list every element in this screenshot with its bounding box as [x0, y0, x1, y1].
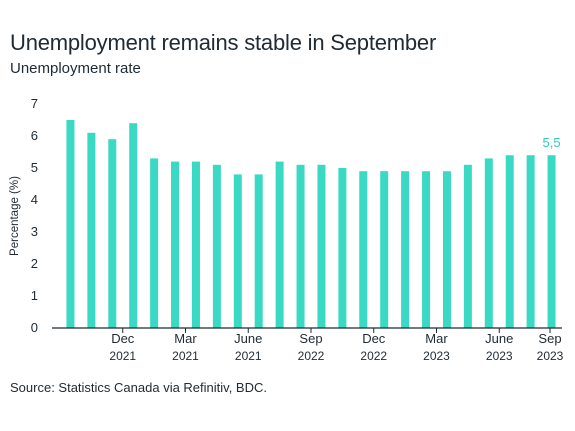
- x-tick-year-label: 2023: [537, 349, 564, 363]
- x-tick-label: Dec: [362, 331, 386, 346]
- x-tick-label: Mar: [174, 331, 197, 346]
- bar: [212, 164, 221, 328]
- bar: [275, 161, 284, 328]
- y-tick-label: 4: [31, 192, 38, 207]
- x-tick-label: June: [234, 331, 262, 346]
- bar: [87, 132, 96, 328]
- x-tick-year-label: 2021: [109, 349, 136, 363]
- source-note: Source: Statistics Canada via Refinitiv,…: [10, 380, 267, 395]
- x-tick-year-label: 2022: [298, 349, 325, 363]
- y-axis: 0 1 2 3 4 5 6 7 Percentage (%): [9, 96, 38, 335]
- annotation-layer: 5,5: [543, 135, 561, 150]
- x-tick-year-label: 2023: [423, 349, 450, 363]
- chart-subtitle: Unemployment rate: [10, 60, 141, 77]
- x-axis: Dec 2021 Mar 2021 June 2021 Sep 2022 Dec 2022 Mar 2…: [52, 327, 564, 363]
- y-tick-label: 5: [31, 160, 38, 175]
- bar: [505, 155, 514, 328]
- bar: [359, 171, 368, 328]
- bar-series: [66, 120, 556, 328]
- x-tick-label: June: [485, 331, 513, 346]
- bar: [317, 164, 326, 328]
- bar: [380, 171, 389, 328]
- bar: [442, 171, 451, 328]
- bar: [129, 123, 138, 328]
- bar: [526, 155, 535, 328]
- chart-title: Unemployment remains stable in September: [10, 30, 437, 55]
- x-tick-label: Dec: [111, 331, 135, 346]
- x-tick-year-label: 2021: [235, 349, 262, 363]
- bar: [401, 171, 410, 328]
- bar: [338, 168, 347, 328]
- x-tick-label: Mar: [425, 331, 448, 346]
- bar: [484, 158, 493, 328]
- x-tick-label: Sep: [538, 331, 561, 346]
- y-tick-label: 6: [31, 128, 38, 143]
- bar: [296, 164, 305, 328]
- bar: [463, 164, 472, 328]
- bar: [191, 161, 200, 328]
- y-tick-label: 3: [31, 224, 38, 239]
- y-axis-label: Percentage (%): [9, 176, 21, 256]
- y-tick-label: 1: [31, 288, 38, 303]
- x-tick-year-label: 2022: [360, 349, 387, 363]
- x-tick-year-label: 2023: [486, 349, 513, 363]
- bar: [150, 158, 159, 328]
- bar: [171, 161, 180, 328]
- x-tick-label: Sep: [299, 331, 322, 346]
- bar: [422, 171, 431, 328]
- y-tick-label: 2: [31, 256, 38, 271]
- bar: [233, 174, 242, 328]
- bar: [547, 155, 556, 328]
- bar: [254, 174, 263, 328]
- y-tick-label: 7: [31, 96, 38, 111]
- data-label-last: 5,5: [543, 135, 561, 150]
- bar: [66, 120, 75, 328]
- x-tick-year-label: 2021: [172, 349, 199, 363]
- bar: [108, 139, 117, 328]
- y-tick-label: 0: [31, 320, 38, 335]
